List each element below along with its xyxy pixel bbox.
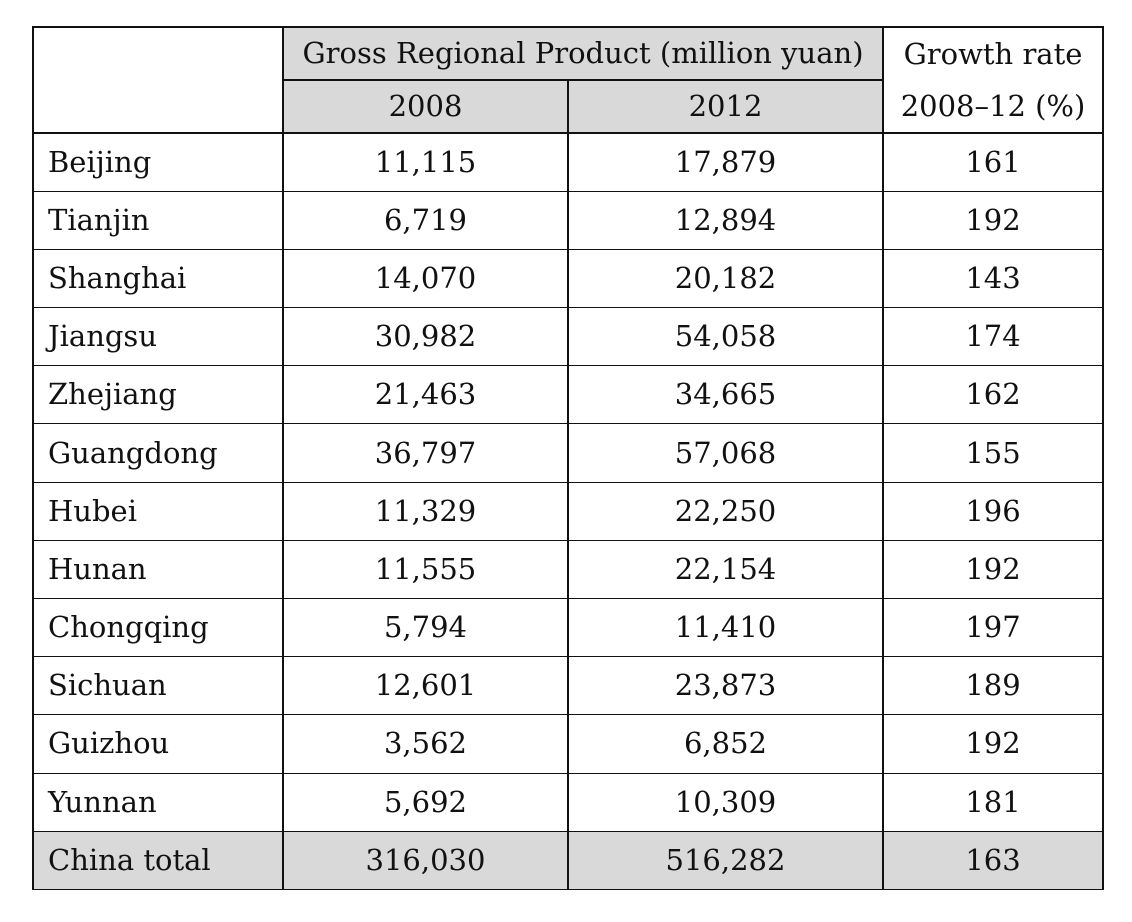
gdp-2008-cell: 11,555 bbox=[282, 539, 569, 600]
growth-rate-cell: 181 bbox=[882, 772, 1104, 832]
growth-rate-cell: 192 bbox=[882, 539, 1104, 600]
gdp-2008-cell: 21,463 bbox=[282, 365, 569, 425]
growth-rate-cell: 189 bbox=[882, 656, 1104, 716]
growth-rate-cell: 197 bbox=[882, 597, 1104, 658]
table-body: Beijing 11,115 17,879 161 Tianjin 6,719 12,894… bbox=[32, 132, 1104, 890]
growth-rate-cell: 192 bbox=[882, 190, 1104, 250]
gdp-2012-cell: 20,182 bbox=[567, 248, 884, 309]
table-row: Beijing 11,115 17,879 161 bbox=[32, 132, 1104, 192]
gdp-2012-cell: 22,154 bbox=[567, 539, 884, 600]
gdp-2008-cell: 3,562 bbox=[282, 714, 569, 774]
gdp-2012-cell: 17,879 bbox=[567, 132, 884, 192]
table-row: Chongqing 5,794 11,410 197 bbox=[32, 597, 1104, 658]
gdp-2012-cell: 23,873 bbox=[567, 656, 884, 716]
growth-rate-cell: 155 bbox=[882, 423, 1104, 483]
gdp-2008-cell: 316,030 bbox=[282, 830, 569, 890]
header-year-2008: 2008 bbox=[282, 79, 569, 134]
gdp-2008-cell: 5,692 bbox=[282, 772, 569, 832]
gdp-2012-cell: 54,058 bbox=[567, 307, 884, 367]
header-year-2012: 2012 bbox=[567, 79, 884, 134]
table-row: Sichuan 12,601 23,873 189 bbox=[32, 656, 1104, 716]
growth-rate-cell: 162 bbox=[882, 365, 1104, 425]
gdp-2012-cell: 6,852 bbox=[567, 714, 884, 774]
region-cell: Shanghai bbox=[32, 248, 284, 309]
region-cell: Sichuan bbox=[32, 656, 284, 716]
header-corner bbox=[32, 26, 284, 134]
gdp-2008-cell: 6,719 bbox=[282, 190, 569, 250]
growth-rate-cell: 196 bbox=[882, 481, 1104, 541]
region-cell: Guizhou bbox=[32, 714, 284, 774]
region-cell: Chongqing bbox=[32, 597, 284, 658]
table-row: Shanghai 14,070 20,182 143 bbox=[32, 248, 1104, 309]
gdp-2012-cell: 22,250 bbox=[567, 481, 884, 541]
gdp-2012-cell: 57,068 bbox=[567, 423, 884, 483]
growth-rate-cell: 143 bbox=[882, 248, 1104, 309]
region-cell: China total bbox=[32, 830, 284, 890]
gdp-2008-cell: 36,797 bbox=[282, 423, 569, 483]
table-row: Yunnan 5,692 10,309 181 bbox=[32, 772, 1104, 832]
gdp-2012-cell: 516,282 bbox=[567, 830, 884, 890]
region-cell: Yunnan bbox=[32, 772, 284, 832]
table-row-total: China total 316,030 516,282 163 bbox=[32, 830, 1104, 890]
gdp-2008-cell: 30,982 bbox=[282, 307, 569, 367]
region-cell: Hunan bbox=[32, 539, 284, 600]
gdp-2012-cell: 11,410 bbox=[567, 597, 884, 658]
region-cell: Tianjin bbox=[32, 190, 284, 250]
gdp-2008-cell: 14,070 bbox=[282, 248, 569, 309]
region-cell: Zhejiang bbox=[32, 365, 284, 425]
gdp-table: Gross Regional Product (million yuan) Gr… bbox=[32, 26, 1104, 890]
gdp-2012-cell: 10,309 bbox=[567, 772, 884, 832]
gdp-2008-cell: 5,794 bbox=[282, 597, 569, 658]
header-growth-line2: 2008–12 (%) bbox=[900, 89, 1086, 123]
growth-rate-cell: 163 bbox=[882, 830, 1104, 890]
gdp-2012-cell: 12,894 bbox=[567, 190, 884, 250]
table-row: Jiangsu 30,982 54,058 174 bbox=[32, 307, 1104, 367]
gdp-2008-cell: 11,329 bbox=[282, 481, 569, 541]
region-cell: Jiangsu bbox=[32, 307, 284, 367]
growth-rate-cell: 161 bbox=[882, 132, 1104, 192]
table-row: Hubei 11,329 22,250 196 bbox=[32, 481, 1104, 541]
growth-rate-cell: 174 bbox=[882, 307, 1104, 367]
region-cell: Beijing bbox=[32, 132, 284, 192]
table-row: Hunan 11,555 22,154 192 bbox=[32, 539, 1104, 600]
gdp-2008-cell: 11,115 bbox=[282, 132, 569, 192]
gdp-2008-cell: 12,601 bbox=[282, 656, 569, 716]
table-row: Zhejiang 21,463 34,665 162 bbox=[32, 365, 1104, 425]
region-cell: Guangdong bbox=[32, 423, 284, 483]
region-cell: Hubei bbox=[32, 481, 284, 541]
gdp-2012-cell: 34,665 bbox=[567, 365, 884, 425]
table-row: Guizhou 3,562 6,852 192 bbox=[32, 714, 1104, 774]
growth-rate-cell: 192 bbox=[882, 714, 1104, 774]
table-row: Tianjin 6,719 12,894 192 bbox=[32, 190, 1104, 250]
table-row: Guangdong 36,797 57,068 155 bbox=[32, 423, 1104, 483]
header-growth-line1: Growth rate bbox=[903, 37, 1083, 71]
header-growth-rate: Growth rate 2008–12 (%) bbox=[882, 26, 1104, 134]
header-gdp-group: Gross Regional Product (million yuan) bbox=[282, 26, 884, 81]
